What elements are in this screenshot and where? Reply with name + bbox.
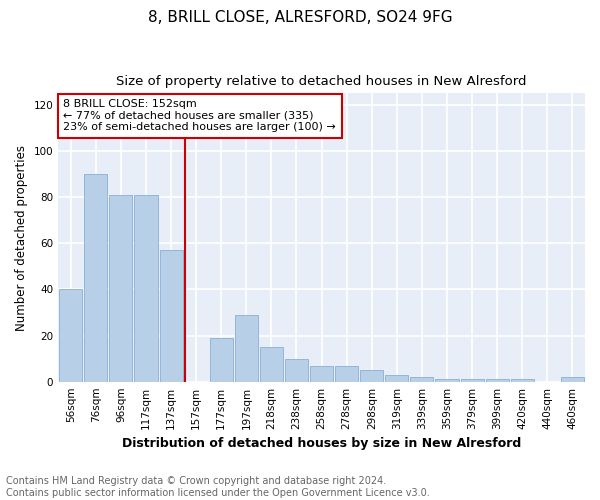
- Bar: [235, 315, 258, 382]
- Bar: [461, 380, 484, 382]
- Text: 8, BRILL CLOSE, ALRESFORD, SO24 9FG: 8, BRILL CLOSE, ALRESFORD, SO24 9FG: [148, 10, 452, 25]
- Bar: [561, 377, 584, 382]
- Bar: [109, 195, 133, 382]
- Bar: [485, 380, 509, 382]
- Bar: [84, 174, 107, 382]
- Bar: [285, 358, 308, 382]
- Bar: [410, 377, 433, 382]
- Bar: [260, 347, 283, 382]
- Bar: [385, 375, 409, 382]
- Bar: [360, 370, 383, 382]
- Text: Contains HM Land Registry data © Crown copyright and database right 2024.
Contai: Contains HM Land Registry data © Crown c…: [6, 476, 430, 498]
- Bar: [511, 380, 534, 382]
- Bar: [134, 195, 158, 382]
- X-axis label: Distribution of detached houses by size in New Alresford: Distribution of detached houses by size …: [122, 437, 521, 450]
- Bar: [436, 380, 458, 382]
- Bar: [209, 338, 233, 382]
- Text: 8 BRILL CLOSE: 152sqm
← 77% of detached houses are smaller (335)
23% of semi-det: 8 BRILL CLOSE: 152sqm ← 77% of detached …: [64, 99, 336, 132]
- Bar: [335, 366, 358, 382]
- Bar: [310, 366, 333, 382]
- Title: Size of property relative to detached houses in New Alresford: Size of property relative to detached ho…: [116, 75, 527, 88]
- Bar: [59, 290, 82, 382]
- Bar: [160, 250, 182, 382]
- Y-axis label: Number of detached properties: Number of detached properties: [15, 144, 28, 330]
